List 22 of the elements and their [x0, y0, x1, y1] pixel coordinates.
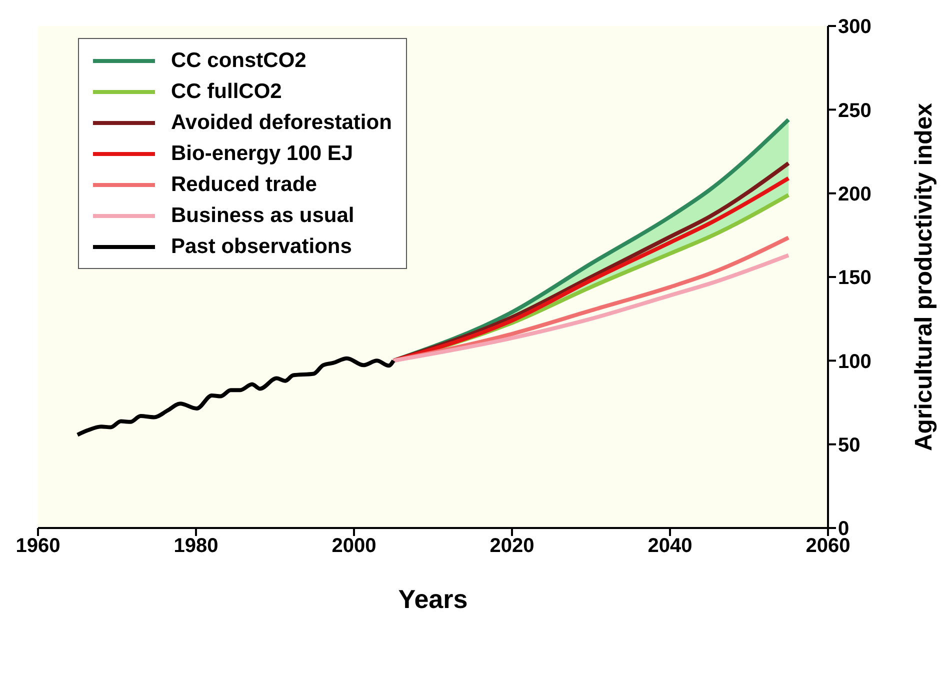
x-tick-label: 2020: [490, 535, 534, 558]
legend-label: CC fullCO2: [171, 80, 282, 104]
y-tick-label: 150: [838, 267, 872, 290]
x-tick-label: 2000: [332, 535, 376, 558]
x-tick-label: 2040: [648, 535, 692, 558]
legend-label: Business as usual: [171, 204, 354, 228]
y-tick-label: 100: [838, 350, 872, 373]
legend-label: CC constCO2: [171, 48, 306, 72]
y-tick-label: 300: [838, 16, 872, 38]
x-tick-label: 1960: [16, 535, 60, 558]
line-series: [76, 356, 396, 437]
y-tick-label: 50: [838, 434, 860, 456]
y-tick-label: 250: [838, 100, 872, 122]
legend-label: Past observations: [171, 234, 352, 258]
legend-label: Reduced trade: [171, 172, 317, 196]
y-tick-label: 200: [838, 183, 872, 206]
legend-label: Bio-energy 100 EJ: [171, 142, 354, 166]
y-axis-title: Agricultural productivity index: [910, 102, 938, 452]
x-tick-label: 2060: [806, 535, 850, 558]
x-axis-title: Years: [398, 584, 468, 614]
x-tick-label: 1980: [174, 535, 218, 558]
legend-label: Avoided deforestation: [171, 110, 392, 134]
